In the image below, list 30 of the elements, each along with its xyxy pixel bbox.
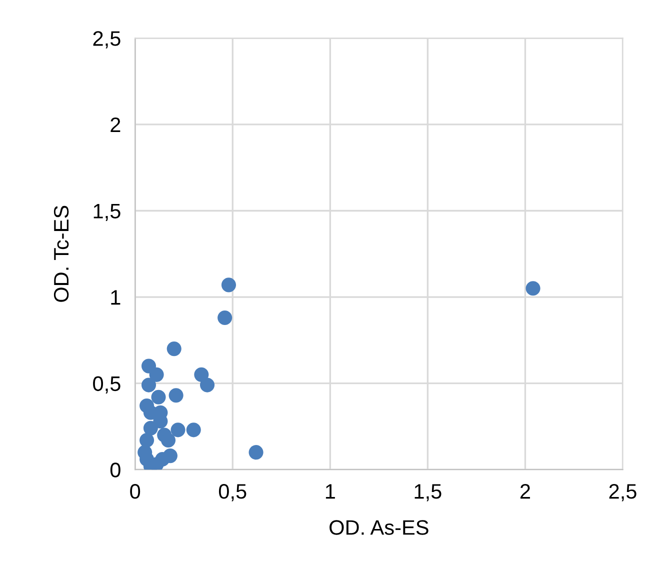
point	[221, 278, 236, 292]
point	[248, 445, 264, 460]
point	[218, 310, 232, 326]
point	[155, 452, 170, 467]
point	[186, 422, 201, 438]
point	[141, 378, 156, 392]
x-tick-label: 1	[326, 484, 335, 499]
point	[200, 378, 215, 392]
y-tick-label: 2,5	[93, 31, 120, 48]
x-tick-label: 0	[130, 484, 140, 499]
point	[151, 390, 166, 404]
point	[526, 281, 540, 296]
y-axis-title: OD. Tc-ES	[54, 206, 69, 302]
point	[166, 342, 182, 356]
y-tick-label: 2	[110, 117, 120, 132]
y-tick-label: 0,5	[93, 376, 120, 394]
y-tick-label: 1	[111, 290, 120, 305]
x-tick-label: 2	[520, 484, 530, 499]
point	[168, 388, 184, 403]
x-tick-label: 2,5	[609, 484, 636, 502]
point	[160, 432, 176, 448]
point	[170, 422, 186, 438]
x-axis-title: OD. As-ES	[330, 520, 428, 535]
x-tick-label: 0,5	[218, 484, 246, 502]
point	[140, 432, 154, 448]
point	[149, 367, 164, 382]
x-tick-label: 1,5	[414, 484, 442, 502]
point	[143, 420, 158, 436]
y-tick-label: 0	[110, 462, 120, 478]
y-tick-label: 1,5	[94, 204, 120, 221]
